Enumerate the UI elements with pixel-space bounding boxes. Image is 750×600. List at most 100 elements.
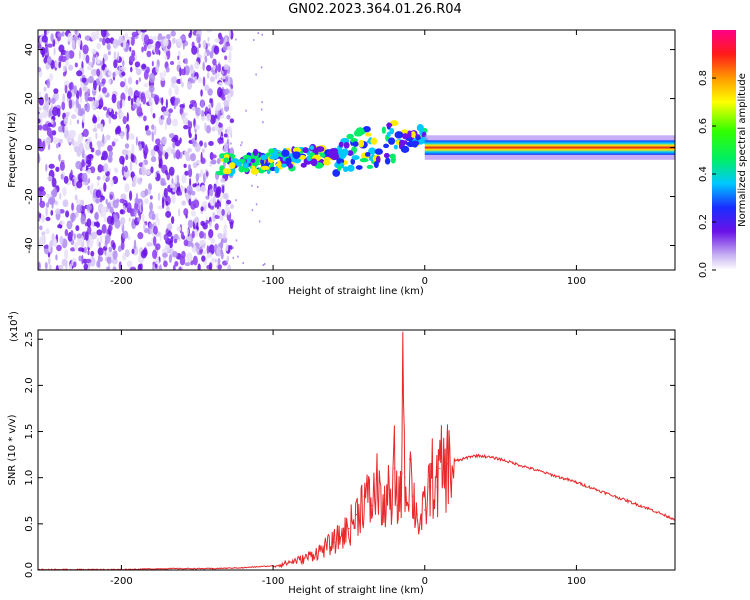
noise-speck [232, 246, 234, 249]
noise-blob [202, 76, 206, 87]
noise-blob [192, 199, 200, 209]
noise-blob [186, 252, 193, 263]
noise-blob [183, 66, 186, 76]
band-blob [260, 165, 270, 171]
noise-blob [197, 263, 201, 270]
noise-blob [147, 39, 154, 45]
noise-blob [161, 198, 165, 209]
band-blob [383, 143, 390, 149]
snr-data-point [348, 527, 350, 530]
noise-blob [220, 239, 224, 250]
noise-blob [38, 186, 45, 192]
noise-blob [131, 218, 135, 226]
noise-blob [51, 106, 59, 117]
noise-blob [59, 235, 64, 245]
band-blob [346, 164, 355, 172]
noise-blob [97, 247, 104, 256]
noise-blob [137, 216, 141, 223]
noise-blob [179, 103, 185, 109]
noise-blob [38, 124, 43, 131]
noise-blob [77, 110, 84, 117]
noise-blob [172, 118, 179, 127]
noise-blob [53, 237, 57, 248]
noise-blob [45, 206, 48, 217]
noise-blob [120, 112, 125, 118]
noise-blob [208, 229, 213, 239]
noise-blob [107, 145, 113, 152]
noise-blob [151, 124, 155, 130]
snr-data-point [636, 503, 638, 506]
noise-blob [92, 128, 98, 133]
noise-blob [45, 163, 48, 172]
y-tick-label: 0 [24, 144, 35, 150]
noise-blob [148, 183, 152, 191]
noise-blob [114, 111, 118, 116]
noise-blob [93, 221, 97, 227]
noise-blob [161, 136, 167, 146]
noise-blob [92, 55, 95, 66]
noise-blob [224, 80, 231, 86]
noise-blob [86, 204, 92, 211]
noise-blob [191, 106, 196, 111]
noise-blob [214, 223, 219, 231]
noise-blob [39, 225, 43, 231]
noise-blob [165, 169, 168, 176]
band-blob [355, 165, 363, 170]
noise-blob [226, 199, 232, 205]
colorbar-tick-label: 0.0 [698, 262, 709, 278]
noise-blob [122, 60, 125, 67]
noise-blob [221, 95, 226, 101]
noise-speck [251, 209, 254, 212]
noise-blob [80, 215, 86, 225]
page-title: GN02.2023.364.01.26.R04 [288, 2, 462, 17]
noise-blob [165, 98, 168, 109]
noise-blob [41, 140, 46, 150]
band-blob [246, 157, 251, 164]
band-blob [366, 164, 374, 169]
noise-blob [225, 204, 228, 212]
noise-blob [184, 262, 191, 267]
noise-blob [202, 39, 207, 49]
snr-data-point [401, 472, 403, 474]
noise-blob [62, 65, 67, 72]
noise-blob [130, 97, 134, 107]
noise-blob [65, 111, 70, 117]
noise-blob [218, 81, 223, 87]
band-blob [355, 127, 365, 136]
noise-blob [217, 87, 223, 98]
noise-blob [216, 102, 222, 112]
noise-blob [95, 149, 102, 156]
noise-blob [199, 249, 203, 254]
noise-blob [194, 143, 201, 153]
noise-blob [150, 156, 157, 163]
snr-data-point [469, 455, 471, 458]
noise-blob [145, 130, 152, 136]
noise-blob [187, 119, 191, 127]
spectrogram-x-ticks: -200 -100 0 100 [110, 30, 586, 287]
noise-blob [217, 264, 223, 270]
noise-blob [48, 163, 55, 169]
noise-blob [96, 42, 102, 50]
noise-blob [38, 112, 46, 118]
noise-blob [223, 88, 230, 95]
noise-blob [70, 247, 76, 252]
snr-multiplier-exponent: 4 [7, 314, 15, 319]
noise-blob [125, 154, 129, 161]
band-blob [374, 148, 383, 155]
noise-blob [197, 186, 201, 192]
band-blob [235, 161, 242, 167]
band-blob [351, 155, 360, 160]
noise-blob [219, 196, 223, 203]
noise-blob [46, 127, 52, 137]
noise-blob [140, 93, 143, 103]
band-blob [407, 130, 412, 139]
noise-blob [131, 143, 135, 154]
noise-blob [58, 264, 64, 270]
noise-blob [130, 36, 135, 46]
noise-blob [84, 104, 87, 112]
noise-blob [53, 88, 59, 94]
noise-blob [43, 244, 50, 249]
snr-data-point [454, 460, 456, 462]
noise-blob [153, 145, 160, 152]
x-tick-label: -200 [110, 576, 133, 587]
